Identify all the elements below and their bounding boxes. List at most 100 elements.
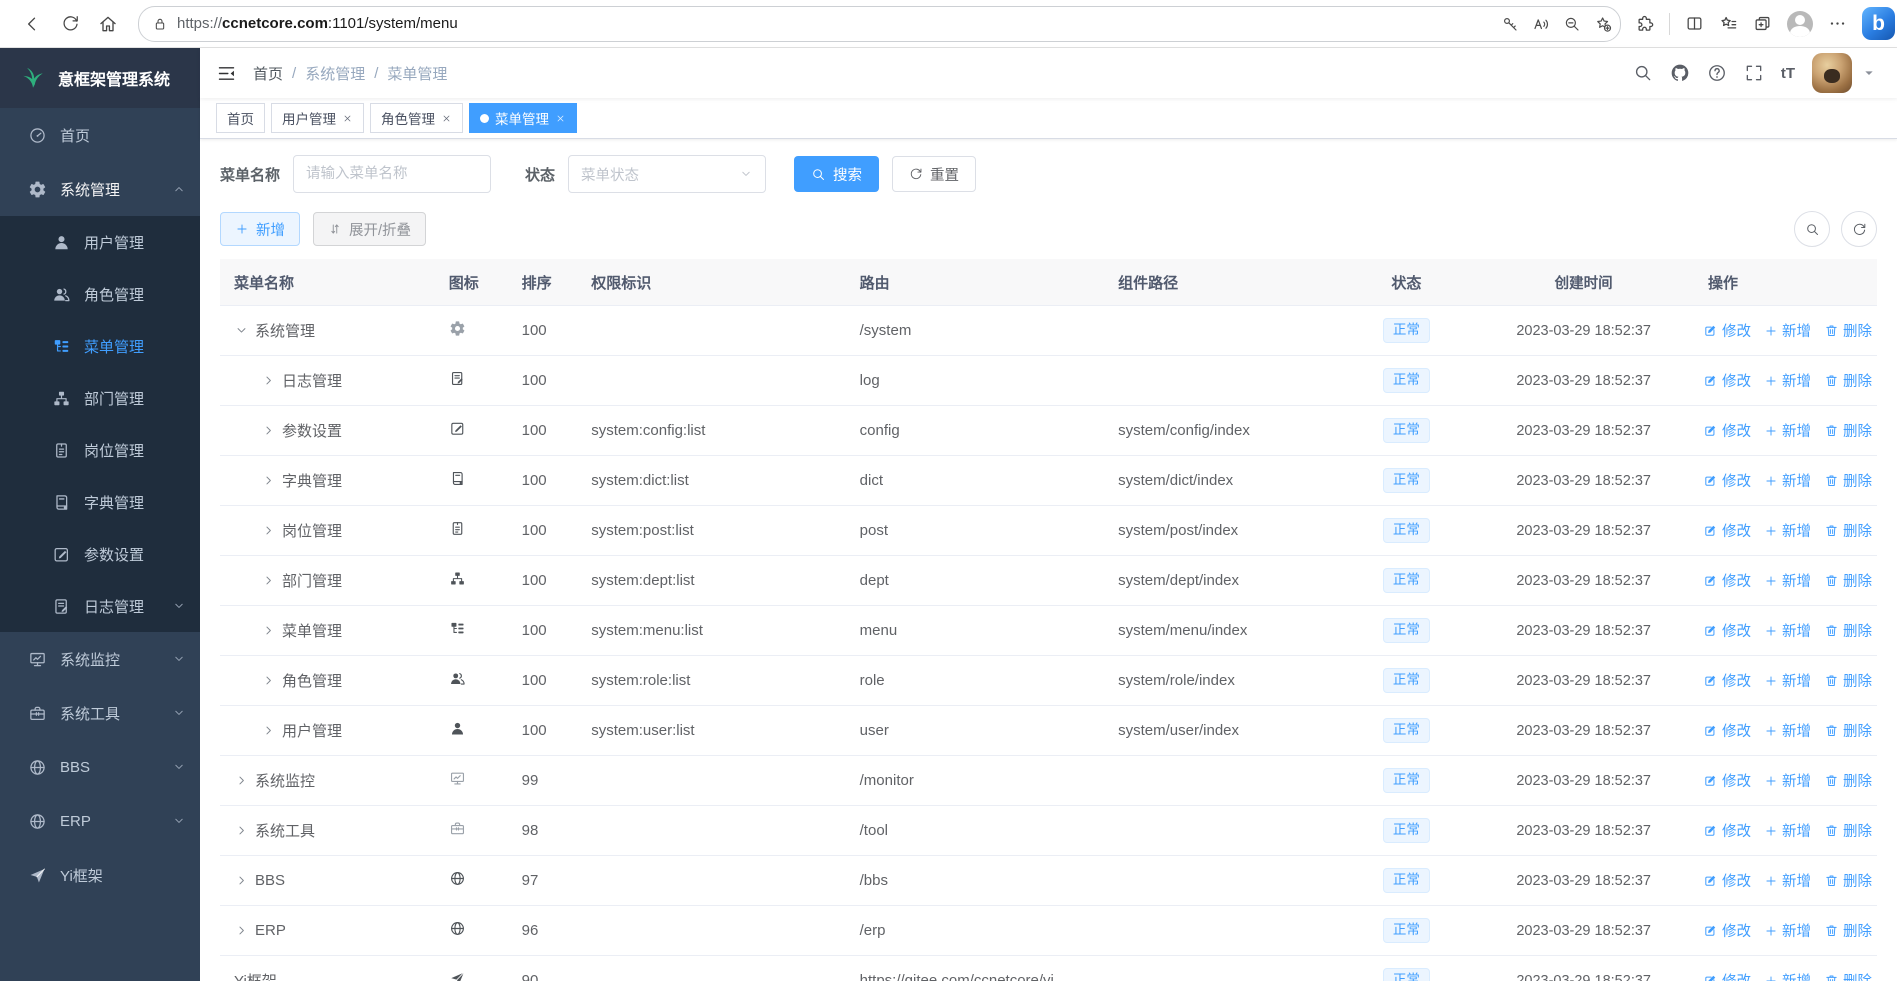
breadcrumb-item[interactable]: 系统管理: [305, 65, 366, 83]
browser-essentials-icon[interactable]: [1635, 14, 1654, 33]
edit-action[interactable]: 修改: [1703, 870, 1751, 891]
search-button[interactable]: 搜索: [794, 156, 880, 192]
app-logo[interactable]: 意框架管理系统: [0, 48, 200, 108]
reset-button[interactable]: 重置: [892, 156, 977, 192]
question-icon[interactable]: [1707, 63, 1727, 83]
edit-action[interactable]: 修改: [1703, 370, 1751, 391]
browser-refresh-button[interactable]: [54, 8, 86, 40]
delete-action[interactable]: 删除: [1824, 820, 1872, 841]
edit-action[interactable]: 修改: [1703, 520, 1751, 541]
add-action[interactable]: 新增: [1764, 420, 1811, 441]
add-action[interactable]: 新增: [1764, 370, 1811, 391]
browser-profile-icon[interactable]: [1787, 10, 1813, 37]
add-action[interactable]: 新增: [1764, 820, 1811, 841]
delete-action[interactable]: 删除: [1824, 520, 1872, 541]
tab-menu[interactable]: 菜单管理: [469, 103, 577, 133]
delete-action[interactable]: 删除: [1824, 470, 1872, 491]
fullscreen-icon[interactable]: [1744, 63, 1764, 83]
expand-row-icon[interactable]: [234, 873, 255, 888]
add-action[interactable]: 新增: [1764, 770, 1811, 791]
edit-action[interactable]: 修改: [1703, 720, 1751, 741]
add-action[interactable]: 新增: [1764, 920, 1811, 941]
sidebar-item-dict[interactable]: 字典管理: [0, 476, 200, 528]
sidebar-item-home[interactable]: 首页: [0, 108, 200, 162]
delete-action[interactable]: 删除: [1824, 420, 1872, 441]
add-action[interactable]: 新增: [1764, 520, 1811, 541]
edit-action[interactable]: 修改: [1703, 770, 1751, 791]
avatar-caret-down-icon[interactable]: [1861, 65, 1877, 81]
add-action[interactable]: 新增: [1764, 470, 1811, 491]
browser-back-button[interactable]: [16, 8, 48, 40]
browser-home-button[interactable]: [92, 8, 124, 40]
breadcrumb-item[interactable]: 首页: [253, 65, 284, 83]
edit-action[interactable]: 修改: [1703, 820, 1751, 841]
add-action[interactable]: 新增: [1764, 970, 1811, 981]
font-size-icon[interactable]: tT: [1780, 64, 1795, 82]
delete-action[interactable]: 删除: [1824, 770, 1872, 791]
split-screen-icon[interactable]: [1685, 14, 1704, 33]
add-action[interactable]: 新增: [1764, 720, 1811, 741]
delete-action[interactable]: 删除: [1824, 720, 1872, 741]
refresh-table-button[interactable]: [1841, 211, 1877, 247]
sidebar-item-role[interactable]: 角色管理: [0, 268, 200, 320]
tab-home[interactable]: 首页: [216, 103, 265, 133]
more-menu-icon[interactable]: [1828, 14, 1847, 33]
read-aloud-icon[interactable]: [1532, 15, 1550, 33]
sidebar-item-config[interactable]: 参数设置: [0, 528, 200, 580]
sidebar-item-erp[interactable]: ERP: [0, 794, 200, 848]
sidebar-item-user[interactable]: 用户管理: [0, 216, 200, 268]
tab-user[interactable]: 用户管理: [271, 103, 364, 133]
add-action[interactable]: 新增: [1764, 620, 1811, 641]
close-tab-icon[interactable]: [441, 113, 452, 124]
expand-row-icon[interactable]: [261, 473, 282, 488]
add-button[interactable]: 新增: [220, 212, 300, 246]
sidebar-item-tool[interactable]: 系统工具: [0, 686, 200, 740]
delete-action[interactable]: 删除: [1824, 870, 1872, 891]
add-action[interactable]: 新增: [1764, 870, 1811, 891]
edit-action[interactable]: 修改: [1703, 320, 1751, 341]
delete-action[interactable]: 删除: [1824, 620, 1872, 641]
address-bar[interactable]: https://ccnetcore.com:1101/system/menu: [138, 5, 1621, 42]
edit-action[interactable]: 修改: [1703, 570, 1751, 591]
expand-row-icon[interactable]: [261, 623, 282, 638]
status-select[interactable]: 菜单状态: [568, 155, 767, 193]
zoom-out-icon[interactable]: [1563, 15, 1581, 33]
search-icon[interactable]: [1633, 63, 1653, 83]
close-tab-icon[interactable]: [555, 113, 566, 124]
sidebar-item-system[interactable]: 系统管理: [0, 162, 200, 216]
sidebar-item-menu[interactable]: 菜单管理: [0, 320, 200, 372]
expand-row-icon[interactable]: [261, 373, 282, 388]
expand-row-icon[interactable]: [261, 423, 282, 438]
delete-action[interactable]: 删除: [1824, 920, 1872, 941]
close-tab-icon[interactable]: [342, 113, 353, 124]
expand-row-icon[interactable]: [261, 723, 282, 738]
delete-action[interactable]: 删除: [1824, 670, 1872, 691]
user-avatar[interactable]: [1812, 53, 1852, 93]
expand-row-icon[interactable]: [234, 773, 255, 788]
bing-chat-icon[interactable]: b: [1862, 7, 1895, 40]
edit-action[interactable]: 修改: [1703, 470, 1751, 491]
collections-icon[interactable]: [1753, 14, 1772, 33]
expand-collapse-button[interactable]: 展开/折叠: [313, 212, 427, 246]
expand-row-icon[interactable]: [261, 673, 282, 688]
menu-name-input[interactable]: [293, 155, 492, 193]
edit-action[interactable]: 修改: [1703, 920, 1751, 941]
sidebar-item-post[interactable]: 岗位管理: [0, 424, 200, 476]
edit-action[interactable]: 修改: [1703, 970, 1751, 981]
add-action[interactable]: 新增: [1764, 570, 1811, 591]
favorite-star-icon[interactable]: [1594, 15, 1612, 33]
password-key-icon[interactable]: [1501, 15, 1519, 33]
add-action[interactable]: 新增: [1764, 670, 1811, 691]
url-text[interactable]: https://ccnetcore.com:1101/system/menu: [177, 15, 458, 32]
delete-action[interactable]: 删除: [1824, 320, 1872, 341]
sidebar-fold-icon[interactable]: [216, 63, 237, 84]
expand-row-icon[interactable]: [234, 923, 255, 938]
expand-row-icon[interactable]: [234, 823, 255, 838]
sidebar-item-dept[interactable]: 部门管理: [0, 372, 200, 424]
edit-action[interactable]: 修改: [1703, 420, 1751, 441]
delete-action[interactable]: 删除: [1824, 370, 1872, 391]
sidebar-item-bbs[interactable]: BBS: [0, 740, 200, 794]
favorites-icon[interactable]: [1719, 14, 1738, 33]
collapse-row-icon[interactable]: [234, 323, 255, 338]
expand-row-icon[interactable]: [261, 523, 282, 538]
